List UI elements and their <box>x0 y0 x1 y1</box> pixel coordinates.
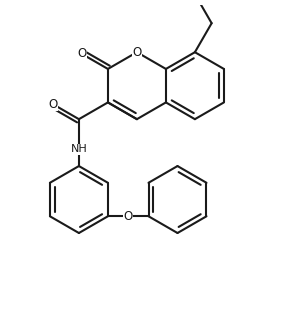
Text: NH: NH <box>71 144 87 154</box>
Text: O: O <box>132 46 142 59</box>
Text: O: O <box>48 98 57 110</box>
Text: O: O <box>124 210 133 223</box>
Text: O: O <box>77 47 86 61</box>
